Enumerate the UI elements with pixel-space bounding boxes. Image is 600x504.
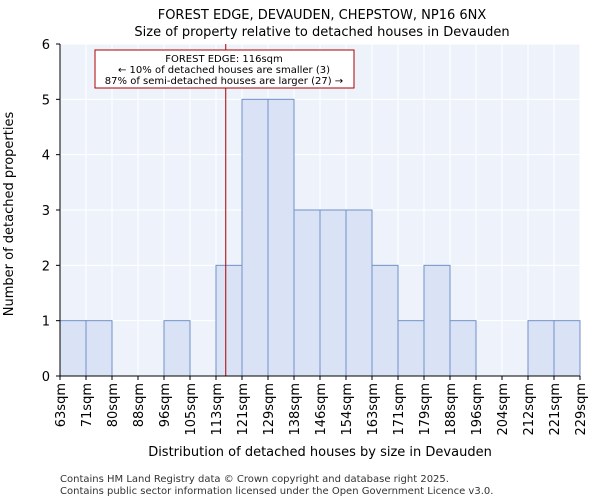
bar-146sqm bbox=[319, 209, 347, 377]
x-tick-label: 212sqm bbox=[522, 383, 537, 436]
bar-179sqm bbox=[423, 264, 451, 377]
x-tick-label: 63sqm bbox=[54, 383, 69, 427]
bar-71sqm bbox=[85, 320, 113, 377]
footer-line-2: Contains public sector information licen… bbox=[60, 486, 493, 497]
x-tick-label: 71sqm bbox=[80, 383, 95, 427]
bar-129sqm bbox=[267, 98, 295, 377]
annotation-line-3: 87% of semi-detached houses are larger (… bbox=[105, 76, 343, 87]
chart-title: FOREST EDGE, DEVAUDEN, CHEPSTOW, NP16 6N… bbox=[158, 8, 487, 23]
bar-221sqm bbox=[553, 320, 581, 377]
x-tick-label: 121sqm bbox=[236, 383, 251, 436]
x-tick-label: 105sqm bbox=[184, 383, 199, 436]
y-axis-title: Number of detached properties bbox=[2, 112, 17, 317]
x-axis-title: Distribution of detached houses by size … bbox=[148, 445, 492, 460]
x-tick-label: 221sqm bbox=[548, 383, 563, 436]
bar-154sqm bbox=[345, 209, 373, 377]
y-tick-label: 2 bbox=[42, 259, 50, 274]
x-tick-label: 80sqm bbox=[106, 383, 121, 427]
y-tick-label: 5 bbox=[42, 93, 50, 108]
bar-96sqm bbox=[163, 320, 191, 377]
bar-138sqm bbox=[293, 209, 321, 377]
x-tick-label: 88sqm bbox=[132, 383, 147, 427]
x-tick-label: 204sqm bbox=[496, 383, 511, 436]
annotation-box bbox=[94, 49, 355, 89]
x-tick-label: 129sqm bbox=[262, 383, 277, 436]
x-tick-label: 171sqm bbox=[392, 383, 407, 436]
x-tick-label: 188sqm bbox=[444, 383, 459, 436]
y-tick-label: 4 bbox=[42, 149, 50, 164]
bar-212sqm bbox=[527, 320, 555, 377]
bar-163sqm bbox=[371, 264, 399, 377]
x-tick-label: 229sqm bbox=[574, 383, 589, 436]
x-tick-label: 96sqm bbox=[158, 383, 173, 427]
y-tick-label: 3 bbox=[42, 204, 50, 219]
x-tick-label: 179sqm bbox=[418, 383, 433, 436]
y-tick-label: 0 bbox=[42, 370, 50, 385]
footer-line-1: Contains HM Land Registry data © Crown c… bbox=[60, 474, 449, 485]
bar-171sqm bbox=[397, 320, 425, 377]
annotation-line-2: ← 10% of detached houses are smaller (3) bbox=[118, 65, 330, 76]
bar-188sqm bbox=[449, 320, 477, 377]
x-tick-label: 163sqm bbox=[366, 383, 381, 436]
annotation-line-1: FOREST EDGE: 116sqm bbox=[165, 54, 283, 65]
x-tick-label: 154sqm bbox=[340, 383, 355, 436]
bar-113sqm bbox=[215, 264, 243, 377]
bar-63sqm bbox=[59, 320, 87, 377]
y-tick-label: 6 bbox=[42, 38, 50, 53]
x-tick-label: 196sqm bbox=[470, 383, 485, 436]
x-tick-label: 113sqm bbox=[210, 383, 225, 436]
y-tick-label: 1 bbox=[42, 315, 50, 330]
x-tick-label: 138sqm bbox=[288, 383, 303, 436]
bar-121sqm bbox=[241, 98, 269, 377]
chart-subtitle: Size of property relative to detached ho… bbox=[134, 25, 509, 40]
x-tick-label: 146sqm bbox=[314, 383, 329, 436]
